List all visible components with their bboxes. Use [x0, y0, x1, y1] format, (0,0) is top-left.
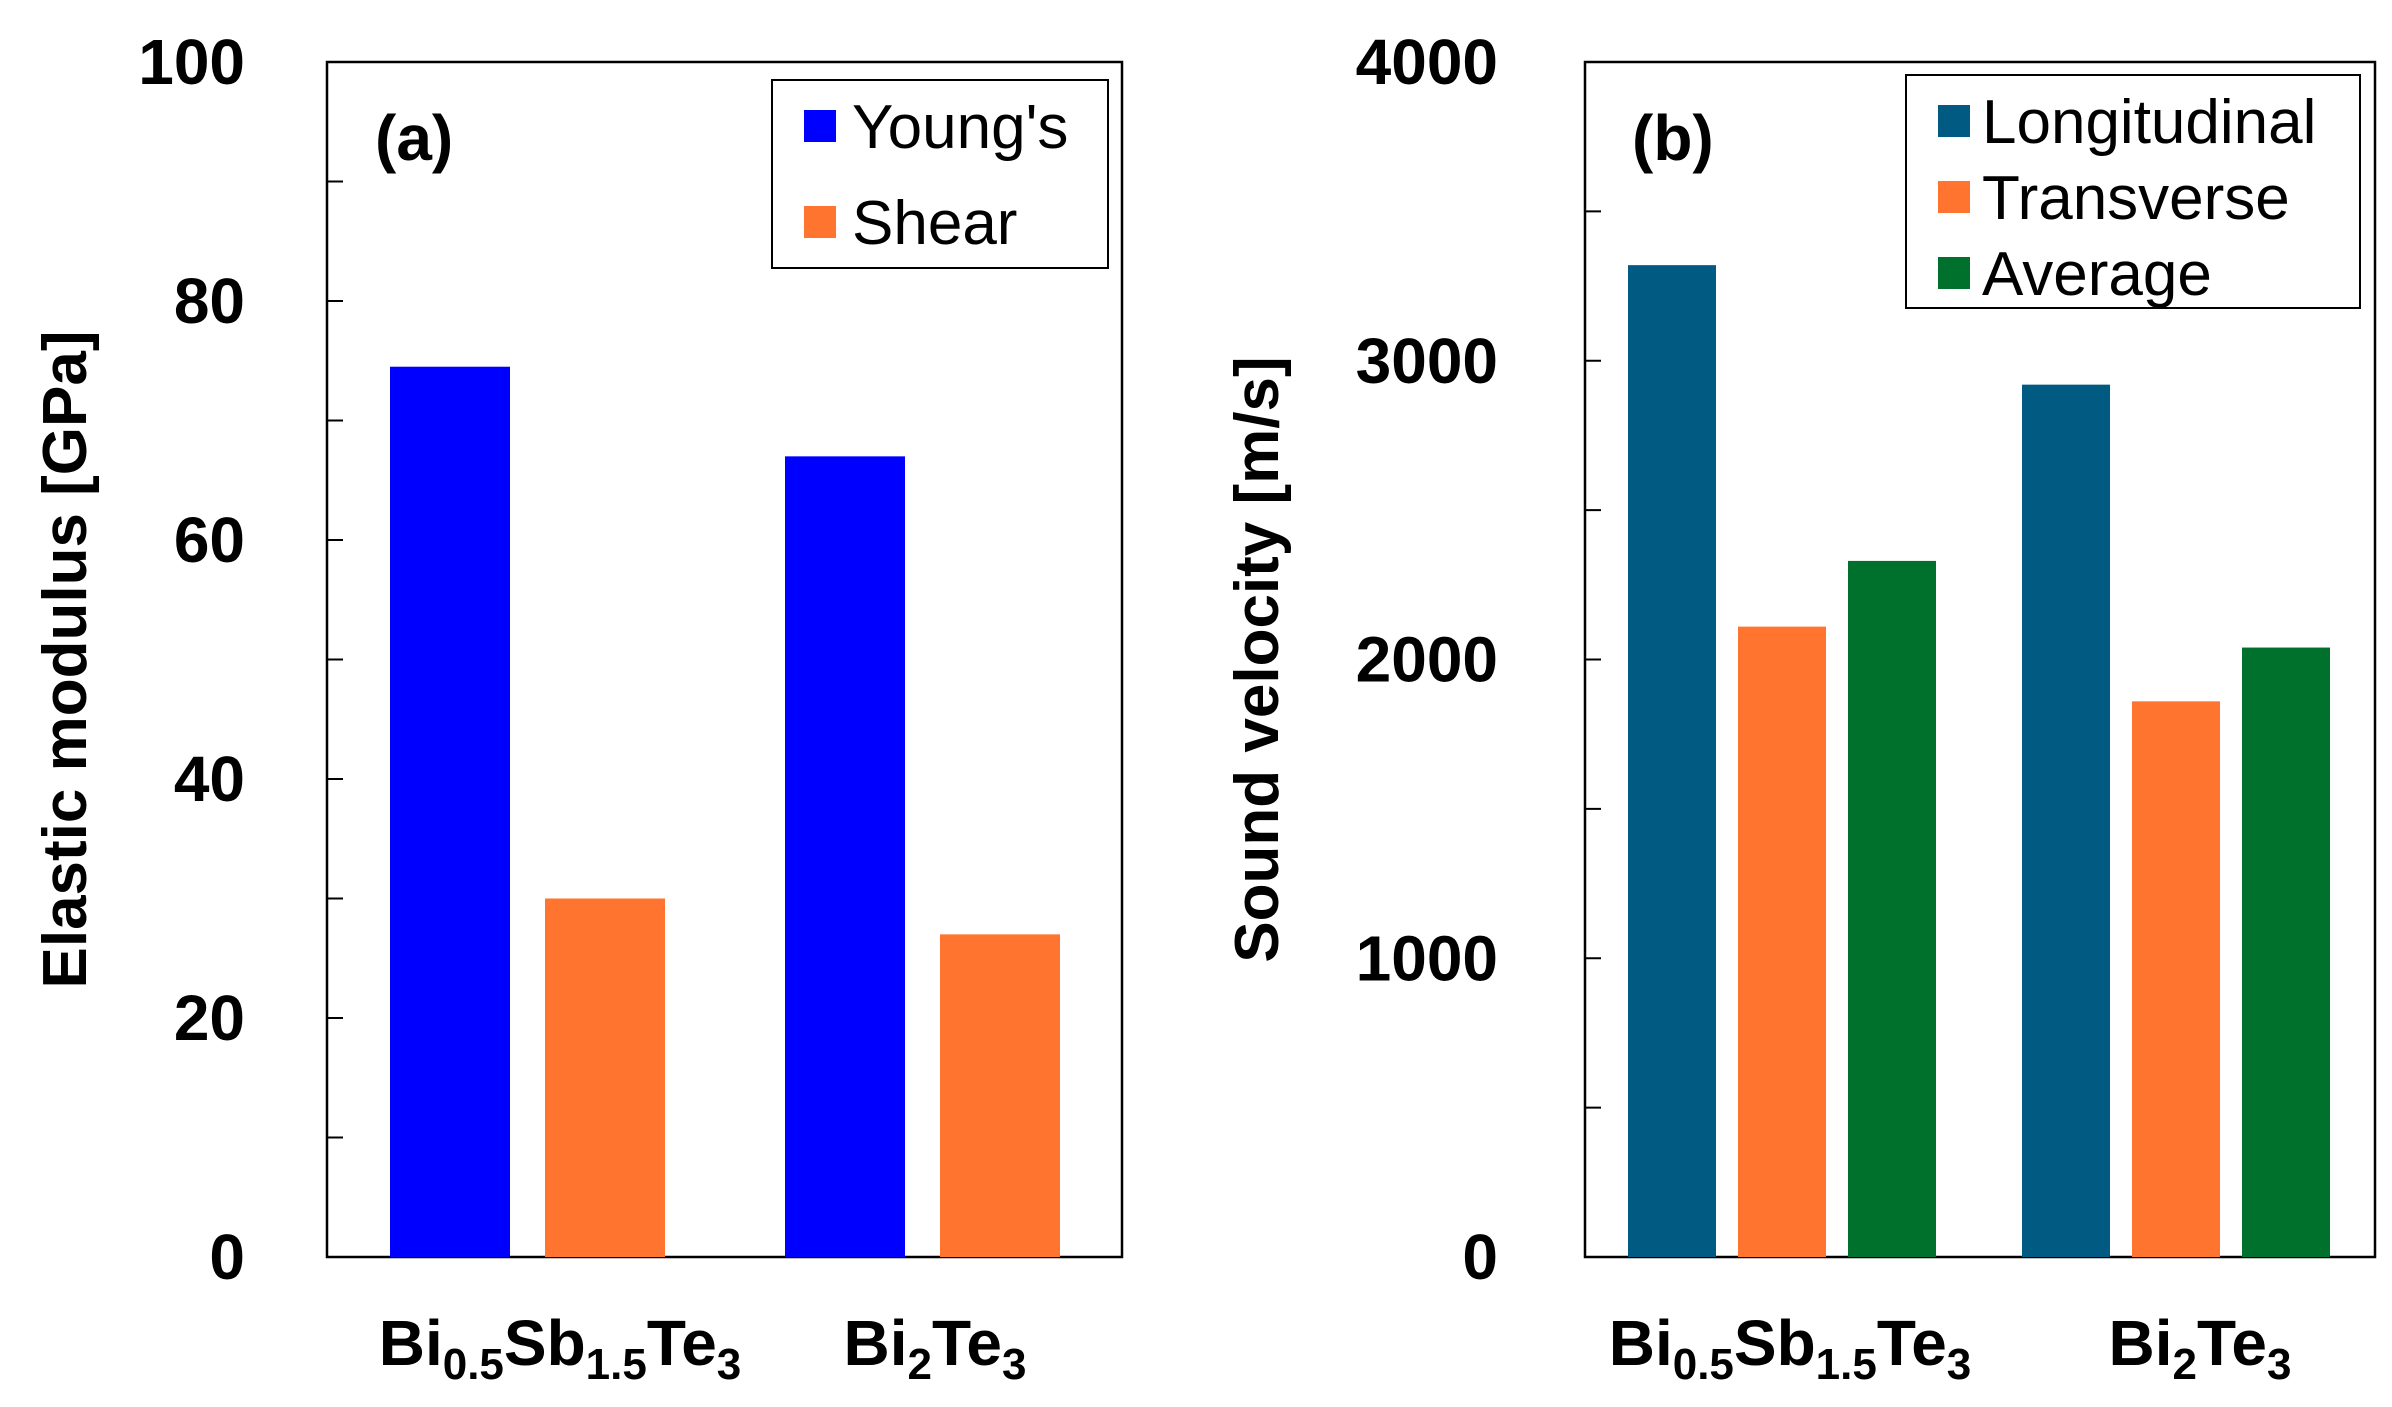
y-axis-label: Elastic modulus [GPa] — [31, 330, 100, 988]
legend-swatch-longitudinal — [1938, 105, 1970, 137]
chart-panel-a: 0 20 40 60 80 100 Elastic modulus [GPa] (a) Bi0.… — [31, 26, 1124, 1389]
legend-label-shear: Shear — [852, 189, 1017, 258]
panel-label: (a) — [375, 102, 453, 174]
y-tick-label: 40 — [174, 743, 245, 815]
legend-swatch-youngs — [804, 110, 836, 142]
y-tick-label: 0 — [209, 1221, 245, 1293]
bar-transverse-1 — [2132, 701, 2220, 1257]
legend-box — [1905, 74, 2361, 309]
y-tick-label: 60 — [174, 504, 245, 576]
x-category-label: Bi0.5Sb1.5Te3 — [379, 1307, 742, 1389]
bar-transverse-0 — [1738, 626, 1826, 1257]
bar-shear-0 — [545, 898, 665, 1257]
y-tick-label: 4000 — [1356, 26, 1498, 98]
y-axis-label: Sound velocity [m/s] — [1223, 356, 1292, 962]
legend-label-youngs: Young's — [852, 93, 1068, 162]
chart-panel-b: 0 1000 2000 3000 4000 Sound velocity [m/s] (b)… — [1223, 26, 2377, 1389]
y-tick-label: 20 — [174, 982, 245, 1054]
x-category-label: Bi2Te3 — [2109, 1307, 2292, 1389]
x-category-label: Bi2Te3 — [844, 1307, 1027, 1389]
y-tick-label: 2000 — [1356, 624, 1498, 696]
bar-shear-1 — [940, 934, 1060, 1257]
legend-swatch-shear — [804, 206, 836, 238]
legend-label-average: Average — [1982, 240, 2212, 309]
legend-label-longitudinal: Longitudinal — [1982, 88, 2316, 157]
y-tick-label: 0 — [1462, 1221, 1498, 1293]
legend-swatch-average — [1938, 257, 1970, 289]
bar-average-1 — [2242, 647, 2330, 1257]
y-tick-label: 100 — [138, 26, 245, 98]
bar-longitudinal-0 — [1628, 265, 1716, 1257]
panel-label: (b) — [1632, 102, 1714, 174]
bar-longitudinal-1 — [2022, 384, 2110, 1257]
legend-label-transverse: Transverse — [1982, 164, 2290, 233]
y-tick-label: 1000 — [1356, 922, 1498, 994]
bar-average-0 — [1848, 560, 1936, 1257]
legend-swatch-transverse — [1938, 181, 1970, 213]
y-tick-label: 3000 — [1356, 325, 1498, 397]
bar-youngs-1 — [785, 456, 905, 1258]
x-category-label: Bi0.5Sb1.5Te3 — [1609, 1307, 1972, 1389]
bar-youngs-0 — [390, 366, 510, 1258]
y-tick-label: 80 — [174, 265, 245, 337]
